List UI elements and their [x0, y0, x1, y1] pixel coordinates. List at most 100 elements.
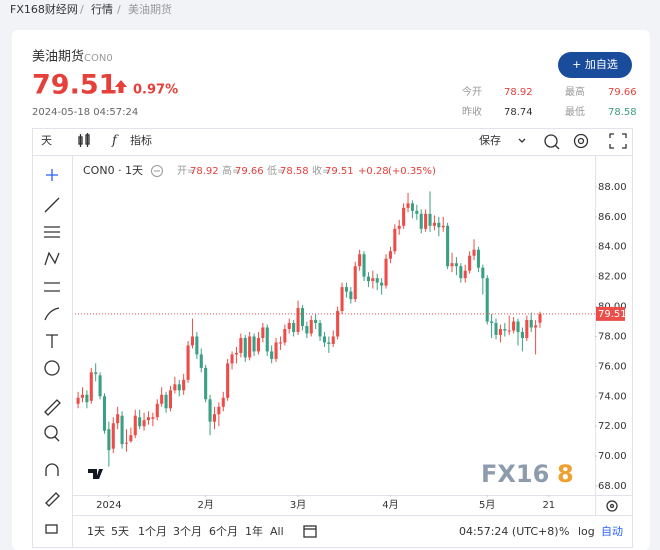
candle-body [155, 403, 159, 418]
price: 79.51 [32, 70, 117, 101]
candle-body [186, 345, 190, 380]
line-tool[interactable] [44, 197, 60, 213]
range[interactable]: 1天 [87, 525, 105, 538]
text-tool[interactable] [46, 334, 58, 348]
percent-toggle[interactable]: % [559, 525, 569, 538]
x-tick-label: 5月 [479, 499, 495, 511]
magnet-tool[interactable] [45, 463, 59, 476]
candle-body [375, 278, 379, 283]
goto-icon[interactable] [606, 500, 618, 512]
candle-body [261, 327, 265, 338]
pattern-tool[interactable] [44, 251, 60, 266]
lock-tool[interactable] [45, 524, 58, 534]
legend-label: 收= [312, 164, 330, 177]
zoom-tool[interactable] [44, 425, 60, 442]
candle-body [476, 249, 480, 268]
breadcrumb: 美油期货 [128, 2, 172, 16]
breadcrumb[interactable]: 行情 [91, 3, 113, 16]
emoji-tool[interactable] [44, 360, 60, 376]
stat-label: 今开 [462, 85, 482, 98]
candle-body [111, 423, 115, 449]
candle-body [80, 394, 85, 398]
candle-body [102, 396, 107, 431]
range[interactable]: 6个月 [209, 525, 238, 538]
y-tick-label: 84.00 [598, 242, 627, 253]
save[interactable]: 保存 [479, 133, 501, 147]
legend-symbol: CON0 · 1天 [83, 164, 143, 177]
stat-label: 最高 [565, 85, 585, 98]
instrument-name: 美油期货 [32, 49, 84, 65]
change: 0.97% [133, 83, 178, 98]
candle-body [98, 375, 102, 397]
candle-icon[interactable] [78, 133, 90, 147]
breadcrumb-sep: / [117, 3, 121, 16]
candle-body [107, 429, 111, 451]
candle-body [173, 384, 177, 391]
candle-body [142, 420, 146, 427]
candle-body [450, 263, 454, 267]
x-tick-label: 21 [542, 500, 555, 511]
auto-toggle[interactable]: 自动 [601, 525, 623, 538]
candle-body [472, 249, 476, 256]
watch-button[interactable] [558, 52, 632, 78]
candle-body [336, 311, 340, 337]
watch-button-label[interactable]: + 加自选 [572, 58, 618, 71]
candle-body [195, 336, 199, 355]
chevron[interactable] [518, 138, 526, 143]
range[interactable]: 1年 [245, 524, 263, 538]
candle-body [358, 254, 362, 267]
candle-body [494, 323, 498, 335]
log-toggle[interactable]: log [578, 525, 595, 538]
calendar-icon[interactable] [303, 525, 317, 538]
legend-label: 高= [222, 164, 240, 177]
candle-body [221, 397, 225, 407]
ruler-tool[interactable] [44, 399, 61, 416]
stat-value: 78.92 [504, 87, 533, 98]
candle-body [129, 435, 133, 442]
interval[interactable]: 天 [41, 134, 52, 147]
candle-body [168, 390, 173, 409]
watermark: FX16 [481, 460, 549, 488]
candle-body [305, 326, 309, 334]
candle-body [274, 342, 278, 359]
candle-body [94, 372, 98, 374]
settings-icon[interactable] [573, 133, 589, 149]
candle-body [371, 278, 375, 282]
candle-body [525, 320, 529, 338]
y-tick-label: 76.00 [598, 361, 627, 372]
candle-body [327, 342, 331, 344]
x-tick-label: 2024 [96, 500, 121, 511]
crosshair-tool[interactable] [46, 169, 58, 181]
candle-body [446, 225, 450, 267]
candle-body [89, 372, 93, 401]
breadcrumb[interactable]: FX168财经网 [10, 2, 78, 16]
range[interactable]: All [270, 525, 284, 538]
alert-icon[interactable] [544, 134, 560, 150]
brush-tool[interactable] [44, 307, 60, 321]
fib-tool[interactable] [44, 226, 60, 238]
fx-icon[interactable]: f [111, 134, 119, 149]
tv-logo [88, 469, 103, 479]
candle-body [252, 336, 256, 352]
range[interactable]: 1个月 [138, 525, 167, 538]
candle-body [459, 266, 463, 279]
last-price-box [596, 306, 625, 321]
y-tick-label: 68.00 [598, 481, 627, 492]
measure-tool[interactable] [44, 282, 60, 292]
stat-label: 昨收 [462, 105, 482, 118]
up-arrow [115, 80, 127, 93]
candle-body [76, 397, 80, 404]
candle-body [516, 321, 520, 332]
candle-body [468, 255, 472, 271]
draw-lock-tool[interactable] [45, 492, 60, 507]
range[interactable]: 5天 [111, 525, 129, 538]
range[interactable]: 3个月 [173, 525, 202, 538]
fullscreen-icon[interactable] [609, 133, 627, 149]
candle-body [138, 417, 142, 427]
candle-body [503, 328, 507, 331]
y-tick-label: 70.00 [598, 451, 627, 462]
legend-toggle[interactable] [151, 165, 163, 177]
candle-body [182, 379, 186, 391]
breadcrumb-sep: / [80, 3, 84, 16]
indicators[interactable]: 指标 [130, 133, 152, 147]
